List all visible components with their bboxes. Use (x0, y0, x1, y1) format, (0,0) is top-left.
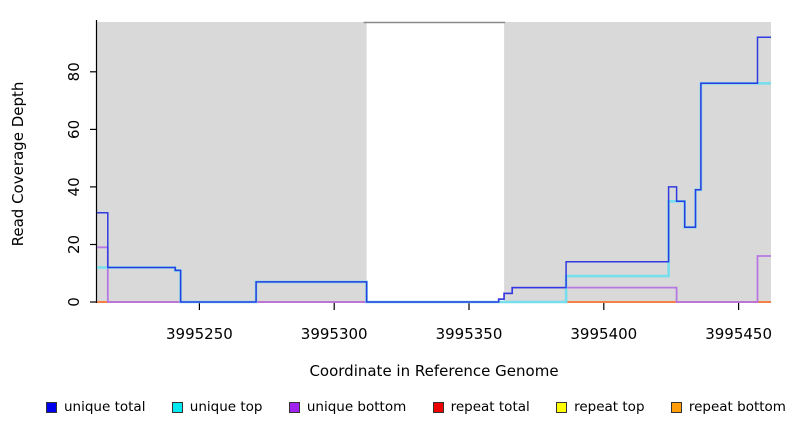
x-tick-label: 3995450 (705, 325, 772, 343)
legend-swatch-icon (556, 401, 568, 413)
y-tick-label: 0 (65, 297, 83, 307)
y-axis-title: Read Coverage Depth (9, 81, 27, 247)
x-tick-label: 3995350 (436, 325, 503, 343)
legend-item-unique-bottom: unique bottom (288, 399, 407, 415)
x-axis-title: Coordinate in Reference Genome (309, 362, 559, 380)
legend-label: repeat bottom (688, 399, 786, 415)
legend-swatch-icon (432, 401, 444, 413)
legend-swatch-icon (171, 401, 183, 413)
legend-label: unique total (64, 399, 146, 415)
legend-item-repeat-total: repeat total (432, 399, 530, 415)
legend-item-unique-total: unique total (46, 399, 145, 415)
y-tick-label: 80 (65, 62, 83, 81)
legend-label: repeat total (450, 399, 530, 415)
legend-swatch-icon (288, 401, 300, 413)
masked-region-band (366, 22, 505, 303)
legend-label: repeat top (574, 399, 645, 415)
x-tick-label: 3995300 (301, 325, 368, 343)
y-tick-label: 20 (65, 235, 83, 254)
legend-item-repeat-bottom: repeat bottom (670, 399, 786, 415)
legend-item-repeat-top: repeat top (556, 399, 645, 415)
legend-label: unique bottom (306, 399, 407, 415)
y-tick-label: 40 (65, 177, 83, 196)
legend-item-unique-top: unique top (171, 399, 263, 415)
series-line-unique-total (97, 36, 771, 303)
legend-label: unique top (189, 399, 263, 415)
legend-swatch-icon (46, 401, 57, 413)
y-tick-label: 60 (65, 120, 83, 139)
legend: unique total unique top unique bottom repea… (46, 399, 786, 415)
x-tick-label: 3995250 (166, 325, 233, 343)
legend-swatch-icon (670, 401, 682, 413)
x-tick-label: 3995400 (570, 325, 637, 343)
